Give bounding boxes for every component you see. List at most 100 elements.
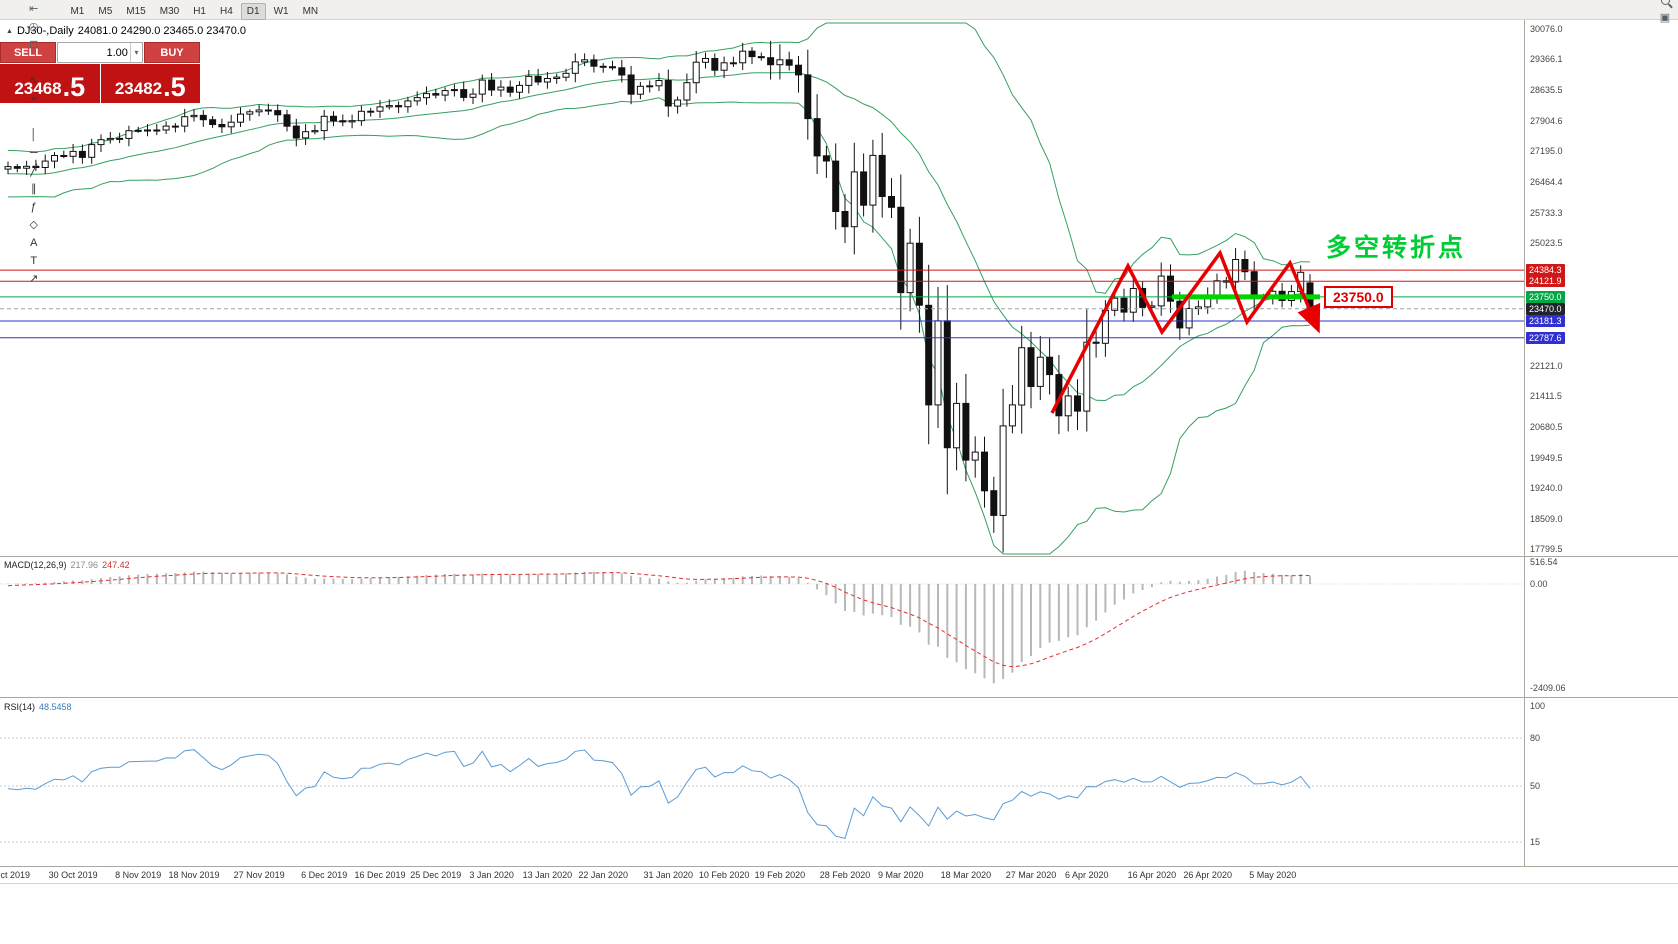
date-label: 1 Oct 2019 <box>0 870 31 880</box>
date-label: 9 Mar 2020 <box>878 870 924 880</box>
sell-price-display[interactable]: 23468 .5 <box>0 64 100 103</box>
price-line-label: 23181.3 <box>1526 315 1565 327</box>
price-axis-label: 19240.0 <box>1530 482 1563 493</box>
macd-axis-label: 516.54 <box>1530 556 1558 567</box>
hline-glyph: ─ <box>29 147 38 159</box>
price-callout-label[interactable]: 23750.0 <box>1324 286 1393 308</box>
horizontal-line-button[interactable]: ─ <box>4 145 63 163</box>
date-label: 22 Jan 2020 <box>578 870 628 880</box>
textt-glyph: T <box>30 255 38 267</box>
cursor-button[interactable]: ↖ <box>4 73 63 91</box>
tline-glyph: ╱ <box>30 165 38 177</box>
date-label: 16 Apr 2020 <box>1127 870 1177 880</box>
text-button[interactable]: A <box>4 235 63 253</box>
timeframe-h1[interactable]: H1 <box>193 5 206 17</box>
buy-button[interactable]: BUY <box>144 42 200 63</box>
arrow-glyph: ↗ <box>29 273 39 285</box>
buy-price-main: 23482 <box>114 79 163 98</box>
price-line-label: 23470.0 <box>1526 302 1565 315</box>
label-button[interactable]: T <box>4 253 63 271</box>
fibo-glyph: ƒ <box>30 201 37 213</box>
price-axis-label: 21411.5 <box>1530 390 1562 401</box>
price-line-label: 23750.0 <box>1526 290 1565 303</box>
date-label: 19 Feb 2020 <box>754 870 806 880</box>
timeframe-d1[interactable]: D1 <box>240 2 266 20</box>
fibonacci-button[interactable]: ƒ <box>4 199 63 217</box>
crosshair-button[interactable]: + <box>4 91 63 109</box>
templates-button[interactable]: ⊡ <box>4 37 63 55</box>
price-axis-label: 25023.5 <box>1530 237 1563 248</box>
vertical-line-button[interactable]: │ <box>4 127 63 145</box>
toolbar-items: 新订单◆☻◉▶自动交易▥◫∿⊕⊖⊞✚⇥⇤◷⊡↖+│─╱∥ƒ◇AT↗ <box>4 0 63 307</box>
rsi-axis-label: 15 <box>1530 837 1541 847</box>
trendline-button[interactable]: ╱ <box>4 163 63 181</box>
chart-title: ▲ DJ30-,Daily 24081.0 24290.0 23465.0 23… <box>6 25 246 37</box>
price-axis-label: 26464.4 <box>1530 176 1563 187</box>
date-label: 3 Jan 2020 <box>469 870 514 880</box>
ohlc-values: 24081.0 24290.0 23465.0 23470.0 <box>77 25 247 37</box>
price-axis-label: 17799.5 <box>1530 543 1563 554</box>
one-click-trade-panel: SELL ▾ BUY 23468 .5 23482 .5 <box>0 42 200 103</box>
rsi-value: 48.5458 <box>39 702 72 712</box>
price-line-label: 24384.3 <box>1526 264 1565 277</box>
rsi-pane-separator[interactable] <box>0 697 1678 698</box>
candlestick-series <box>4 40 1314 553</box>
chart-canvas[interactable] <box>0 20 1524 866</box>
cursor-glyph: ↖ <box>29 75 39 87</box>
volume-box: ▾ <box>57 42 143 63</box>
macd-signal-value: 247.42 <box>102 560 130 570</box>
date-label: 8 Nov 2019 <box>115 870 162 880</box>
macd-signal-line <box>7 572 1311 668</box>
timeframe-m30[interactable]: M30 <box>159 5 180 17</box>
date-label: 31 Jan 2020 <box>643 870 694 880</box>
buy-price-display[interactable]: 23482 .5 <box>100 64 200 103</box>
macd-label: MACD(12,26,9) 217.96 247.42 <box>4 560 130 570</box>
zigzag-annotation[interactable] <box>1050 249 1321 414</box>
toolbar: 新订单◆☻◉▶自动交易▥◫∿⊕⊖⊞✚⇥⇤◷⊡↖+│─╱∥ƒ◇AT↗ M1M5M1… <box>0 0 1678 285</box>
shapes-button[interactable]: ◇ <box>4 217 63 235</box>
timeframe-m15[interactable]: M15 <box>126 5 146 17</box>
sell-price-main: 23468 <box>14 79 62 98</box>
price-axis-label: 27904.6 <box>1530 115 1563 126</box>
sell-price-pip: .5 <box>62 72 86 103</box>
price-axis-label: 19949.5 <box>1530 452 1563 463</box>
rsi-line <box>7 749 1311 839</box>
toolbar-right-icons: ▣ <box>1656 0 1674 28</box>
chart-shift-button[interactable]: ⇤ <box>4 1 63 19</box>
date-label: 13 Jan 2020 <box>522 870 573 880</box>
price-axis-label: 30076.0 <box>1530 23 1563 34</box>
date-label: 27 Mar 2020 <box>1005 870 1057 880</box>
symbol-period-label: DJ30-,Daily <box>16 25 74 37</box>
timeframe-mn[interactable]: MN <box>302 5 319 17</box>
macd-name: MACD(12,26,9) <box>4 560 67 570</box>
sell-button[interactable]: SELL <box>0 42 56 63</box>
timeframe-w1[interactable]: W1 <box>273 5 289 17</box>
turning-point-annotation[interactable]: 多空转折点 <box>1326 234 1467 262</box>
arrows-button[interactable]: ↗ <box>4 271 63 289</box>
date-label: 18 Mar 2020 <box>940 870 992 880</box>
date-label: 18 Nov 2019 <box>168 870 220 880</box>
price-axis-label: 29366.1 <box>1530 54 1563 65</box>
date-label: 6 Apr 2020 <box>1065 870 1109 880</box>
macd-axis-label: -2409.06 <box>1530 682 1566 693</box>
rsi-axis-label: 80 <box>1530 733 1541 743</box>
search-icon[interactable] <box>1656 0 1674 10</box>
channel-button[interactable]: ∥ <box>4 181 63 199</box>
price-axis[interactable]: 30076.0 29366.1 28635.5 27904.6 27195.0 26464… <box>1524 20 1678 866</box>
timeframe-h4[interactable]: H4 <box>219 5 233 17</box>
timeframe-m5[interactable]: M5 <box>98 5 113 17</box>
new-window-icon[interactable]: ▣ <box>1656 10 1674 28</box>
macd-histogram <box>7 570 1311 684</box>
timeframe-m1[interactable]: M1 <box>70 5 85 17</box>
rsi-name: RSI(14) <box>4 702 36 712</box>
period-icon[interactable]: ◷ <box>4 19 63 37</box>
volume-input[interactable] <box>58 46 130 59</box>
search-glyph <box>1660 0 1670 5</box>
time-axis[interactable]: 1 Oct 2019 30 Oct 2019 8 Nov 2019 18 Nov 20… <box>0 866 1678 884</box>
crosshair-glyph: + <box>30 93 37 105</box>
macd-pane-separator[interactable] <box>0 556 1678 557</box>
volume-dropdown-icon[interactable]: ▾ <box>129 43 142 62</box>
date-label: 26 Apr 2020 <box>1183 870 1232 880</box>
macd-axis-label: 0.00 <box>1530 579 1548 589</box>
date-label: 27 Nov 2019 <box>233 870 285 880</box>
